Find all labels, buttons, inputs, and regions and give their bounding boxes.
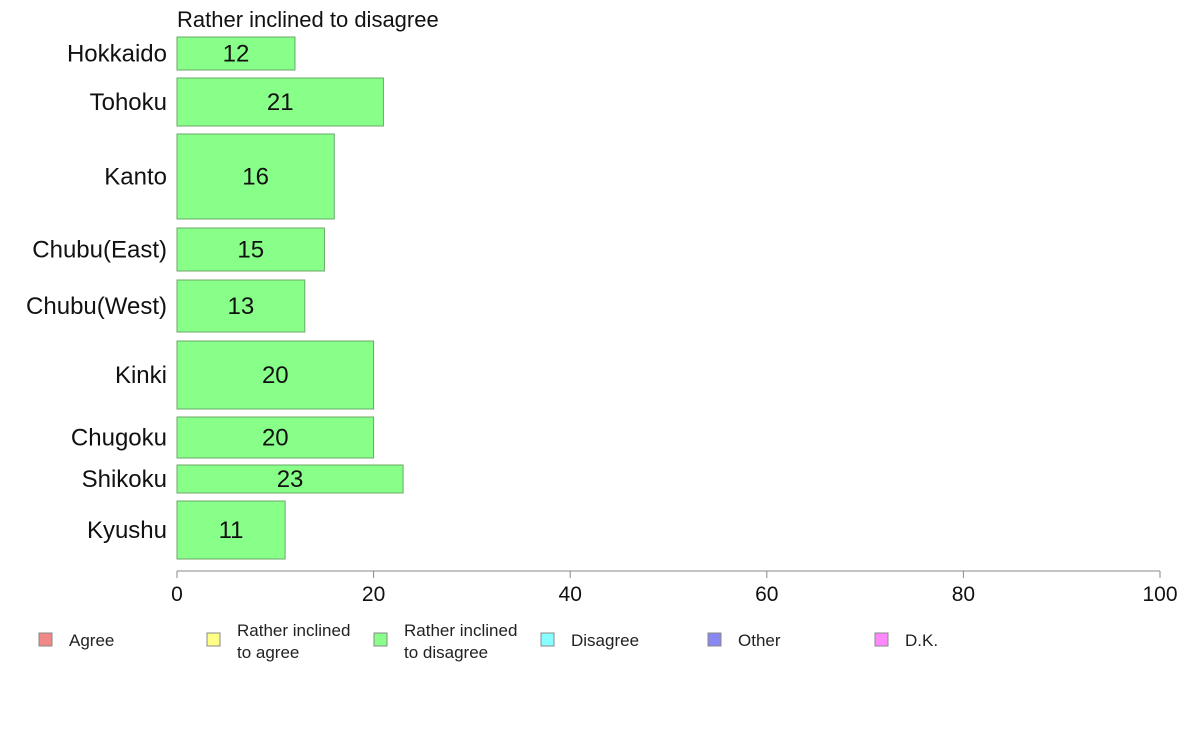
- bar-value-label: 20: [262, 362, 289, 389]
- legend-label: Disagree: [571, 631, 639, 650]
- legend-swatch: [707, 632, 722, 647]
- category-label: Tohoku: [90, 89, 167, 116]
- legend-label: to agree: [237, 643, 299, 662]
- bar-hokkaido: [176, 36, 296, 71]
- category-label: Kyushu: [87, 517, 167, 544]
- legend-swatch: [206, 632, 221, 647]
- bar-value-label: 21: [267, 89, 294, 116]
- legend: Agree Rather inclined to agree Rather incli…: [38, 621, 938, 662]
- legend-label: Rather inclined: [404, 621, 517, 640]
- legend-label: Other: [738, 631, 781, 650]
- category-label: Shikoku: [82, 466, 167, 493]
- bar-kinki: [176, 340, 375, 410]
- legend-label: Agree: [69, 631, 114, 650]
- bar-value-label: 20: [262, 425, 289, 452]
- bar-kyushu: [176, 500, 286, 560]
- bar-value-label: 12: [223, 41, 250, 68]
- x-tick-label: 60: [755, 583, 778, 606]
- x-tick-label: 0: [171, 583, 183, 606]
- bars-group: 12 Hokkaido 21 Tohoku 16 Kanto 15 Chubu(East) 13…: [26, 36, 404, 560]
- bar-chubu-west: [176, 279, 306, 333]
- x-axis: 0 20 40 60 80 100: [171, 570, 1178, 606]
- x-tick-label: 100: [1142, 583, 1177, 606]
- legend-label: Rather inclined: [237, 621, 350, 640]
- legend-swatch: [38, 632, 53, 647]
- category-label: Chugoku: [71, 425, 167, 452]
- category-label: Kinki: [115, 362, 167, 389]
- category-label: Kanto: [104, 164, 167, 191]
- bar-value-label: 16: [242, 164, 269, 191]
- x-tick-label: 40: [559, 583, 582, 606]
- legend-label: D.K.: [905, 631, 938, 650]
- bar-tohoku: [176, 77, 384, 127]
- legend-swatch: [874, 632, 889, 647]
- category-label: Chubu(West): [26, 293, 167, 320]
- category-label: Chubu(East): [32, 237, 167, 264]
- bar-chugoku: [176, 416, 375, 459]
- category-label: Hokkaido: [67, 41, 167, 68]
- x-tick-label: 20: [362, 583, 385, 606]
- legend-swatch: [540, 632, 555, 647]
- bar-value-label: 13: [228, 293, 255, 320]
- chart-title: Rather inclined to disagree: [177, 7, 439, 32]
- x-tick-label: 80: [952, 583, 975, 606]
- legend-label: to disagree: [404, 643, 488, 662]
- bar-kanto: [176, 133, 335, 220]
- bar-shikoku: [176, 464, 404, 494]
- bar-value-label: 15: [237, 237, 264, 264]
- bar-value-label: 11: [219, 517, 244, 544]
- bar-value-label: 23: [277, 466, 304, 493]
- bar-chubu-east: [176, 227, 325, 272]
- legend-swatch: [373, 632, 388, 647]
